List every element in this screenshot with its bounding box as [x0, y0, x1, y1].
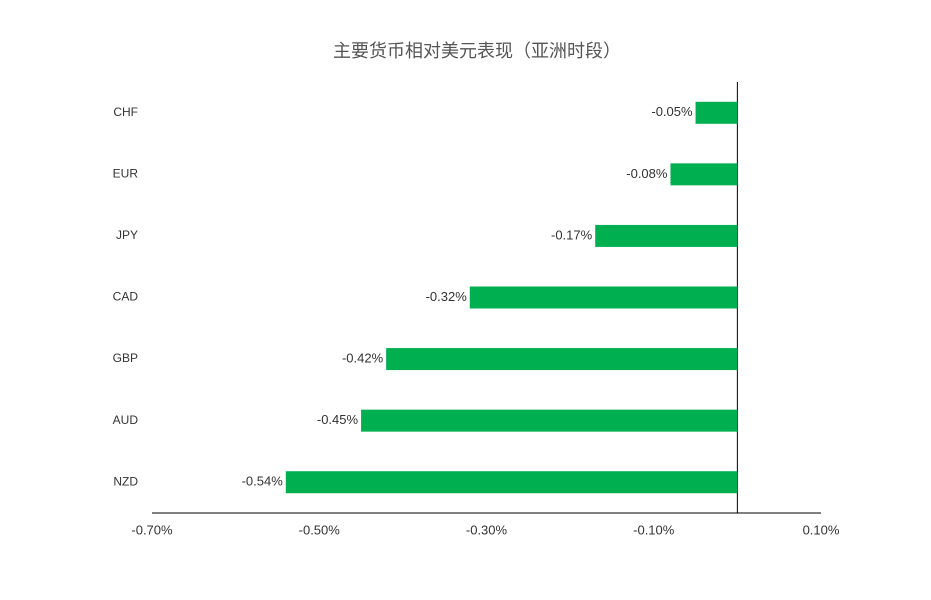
y-tick-label: EUR [113, 167, 139, 181]
bar [670, 163, 738, 186]
value-label: -0.05% [651, 104, 693, 119]
y-tick-label: NZD [113, 474, 138, 488]
x-tick-label: -0.70% [131, 522, 173, 537]
x-tick-label: 0.10% [803, 522, 840, 537]
bar [361, 409, 738, 432]
value-label: -0.08% [626, 166, 668, 181]
bar [285, 471, 738, 494]
bar [595, 224, 738, 247]
value-label: -0.54% [242, 474, 284, 489]
y-tick-label: AUD [113, 413, 139, 427]
y-tick-label: CAD [113, 290, 139, 304]
value-label: -0.42% [342, 351, 384, 366]
y-tick-label: JPY [116, 228, 138, 242]
x-tick-label: -0.10% [633, 522, 675, 537]
value-label: -0.17% [551, 227, 593, 242]
bar [386, 348, 738, 371]
chart-title: 主要货币相对美元表现（亚洲时段） [333, 41, 621, 61]
bar [695, 101, 738, 124]
x-tick-label: -0.30% [466, 522, 508, 537]
value-label: -0.32% [426, 289, 468, 304]
value-label: -0.45% [317, 412, 359, 427]
x-tick-label: -0.50% [299, 522, 341, 537]
y-tick-label: CHF [113, 105, 138, 119]
y-tick-label: GBP [113, 351, 138, 365]
bar [469, 286, 738, 309]
